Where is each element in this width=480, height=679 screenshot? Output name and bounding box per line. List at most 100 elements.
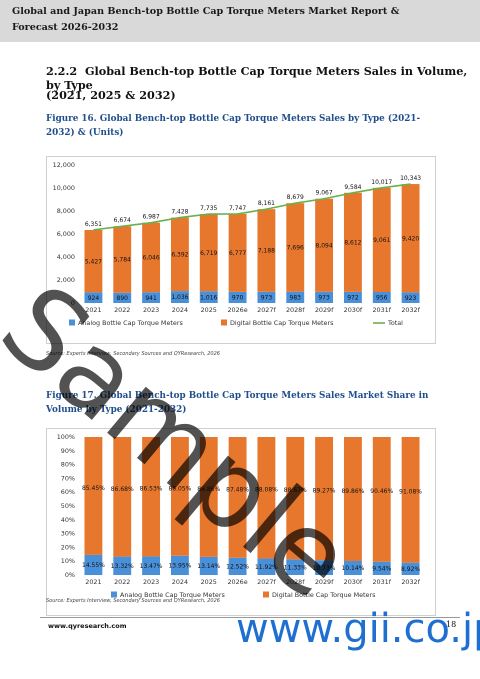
analog-data-label: 13.14% <box>197 563 220 570</box>
analog-bar <box>343 291 362 303</box>
analog-data-label: 924 <box>88 295 100 302</box>
section-subtitle: (2021, 2025 & 2032) <box>46 88 176 102</box>
analog-data-label: 1,016 <box>200 294 217 301</box>
x-tick-label: 2030f <box>344 578 363 586</box>
y-tick-label: 4,000 <box>57 253 75 261</box>
total-data-label: 9,584 <box>344 184 361 191</box>
digital-bar <box>199 214 218 292</box>
y-tick-label: 10% <box>61 557 75 565</box>
digital-bar <box>372 437 391 562</box>
y-tick-label: 50% <box>61 502 75 510</box>
figure-16-caption: Figure 16. Global Bench-top Bottle Cap T… <box>46 114 421 138</box>
digital-data-label: 9,061 <box>373 237 390 244</box>
x-tick-label: 2023 <box>143 578 159 586</box>
y-tick-label: 10,000 <box>53 184 75 192</box>
y-tick-label: 40% <box>61 516 75 524</box>
analog-data-label: 890 <box>117 295 129 302</box>
total-data-label: 7,747 <box>229 205 246 212</box>
analog-bar <box>84 554 103 575</box>
x-tick-label: 2027f <box>257 578 276 586</box>
digital-data-label: 85.45% <box>82 485 105 492</box>
analog-data-label: 956 <box>376 295 388 302</box>
analog-data-label: 923 <box>405 295 417 302</box>
legend-total-label: Total <box>387 319 403 327</box>
total-data-label: 7,735 <box>200 205 217 212</box>
analog-data-label: 9.54% <box>372 566 391 573</box>
digital-data-label: 87.48% <box>226 486 249 493</box>
digital-data-label: 6,392 <box>171 252 188 259</box>
analog-bar <box>170 291 189 303</box>
section-heading: 2.2.2 Global Bench-top Bottle Cap Torque… <box>46 64 480 92</box>
analog-data-label: 1,036 <box>171 294 188 301</box>
digital-data-label: 5,784 <box>114 257 131 264</box>
total-data-label: 8,679 <box>287 194 304 201</box>
total-data-label: 10,017 <box>371 179 392 186</box>
analog-bar <box>315 560 334 575</box>
watermark-url: www.gii.co.jp <box>236 606 480 652</box>
analog-data-label: 973 <box>261 295 273 302</box>
analog-bar <box>401 292 420 303</box>
digital-bar <box>228 437 247 558</box>
figure-16-chart-frame: 0 2,000 4,000 6,000 8,000 10,000 12,000 924 5,42… <box>46 156 436 344</box>
page-number: 18 <box>446 620 457 629</box>
y-tick-label: 80% <box>61 461 75 469</box>
digital-data-label: 86.68% <box>111 486 134 493</box>
analog-data-label: 13.32% <box>111 563 134 570</box>
analog-bar <box>199 291 218 303</box>
digital-bar <box>286 437 305 560</box>
legend-analog-swatch <box>69 319 75 326</box>
x-tick-label: 2029f <box>315 306 334 314</box>
total-data-label: 6,351 <box>85 221 102 228</box>
footer-url: www.qyresearch.com <box>48 622 127 630</box>
digital-data-label: 88.67% <box>284 487 307 494</box>
legend-analog-label: Analog Bottle Cap Torque Meters <box>78 319 183 327</box>
x-tick-label: 2028f <box>286 306 305 314</box>
x-tick-label: 2025 <box>201 306 217 314</box>
digital-bar <box>257 209 276 292</box>
digital-data-label: 91.08% <box>399 489 422 496</box>
total-data-label: 6,987 <box>142 214 159 221</box>
x-tick-label: 2030f <box>344 306 363 314</box>
y-tick-label: 0% <box>65 571 75 579</box>
analog-bar <box>401 562 420 575</box>
digital-data-label: 8,612 <box>344 240 361 247</box>
digital-bar <box>84 229 103 293</box>
digital-bar <box>286 203 305 292</box>
digital-data-label: 9,420 <box>402 235 419 242</box>
total-data-label: 8,161 <box>258 200 275 207</box>
digital-data-label: 88.08% <box>255 487 278 494</box>
total-data-label: 9,067 <box>315 190 332 197</box>
y-tick-label: 0 <box>71 299 75 307</box>
digital-bar <box>142 437 161 557</box>
digital-data-label: 6,046 <box>142 255 159 262</box>
x-tick-label: 2022 <box>114 306 130 314</box>
x-tick-label: 2021 <box>85 306 101 314</box>
x-tick-label: 2022 <box>114 578 130 586</box>
analog-bar <box>228 291 247 303</box>
x-tick-label: 2027f <box>257 306 276 314</box>
y-tick-label: 2,000 <box>57 276 75 284</box>
analog-bar <box>286 291 305 303</box>
digital-bar <box>343 437 362 562</box>
section-number: 2.2.2 <box>46 64 78 78</box>
total-line <box>93 183 411 231</box>
y-tick-label: 8,000 <box>57 207 75 215</box>
legend-digital-swatch <box>221 319 227 326</box>
legend-digital-swatch <box>263 591 269 598</box>
x-tick-label: 2032f <box>401 578 420 586</box>
digital-data-label: 90.46% <box>370 488 393 495</box>
analog-bar <box>286 559 305 575</box>
digital-bar <box>401 184 420 293</box>
digital-bar <box>113 226 132 293</box>
total-data-label: 10,343 <box>400 175 421 182</box>
analog-bar <box>257 291 276 303</box>
analog-data-label: 11.33% <box>284 564 307 571</box>
digital-bar <box>228 213 247 292</box>
y-tick-label: 20% <box>61 543 75 551</box>
digital-data-label: 5,427 <box>85 258 102 265</box>
digital-data-label: 86.05% <box>168 485 191 492</box>
analog-data-label: 983 <box>290 295 302 302</box>
digital-bar <box>199 437 218 557</box>
y-tick-label: 90% <box>61 447 75 455</box>
analog-bar <box>84 292 103 303</box>
